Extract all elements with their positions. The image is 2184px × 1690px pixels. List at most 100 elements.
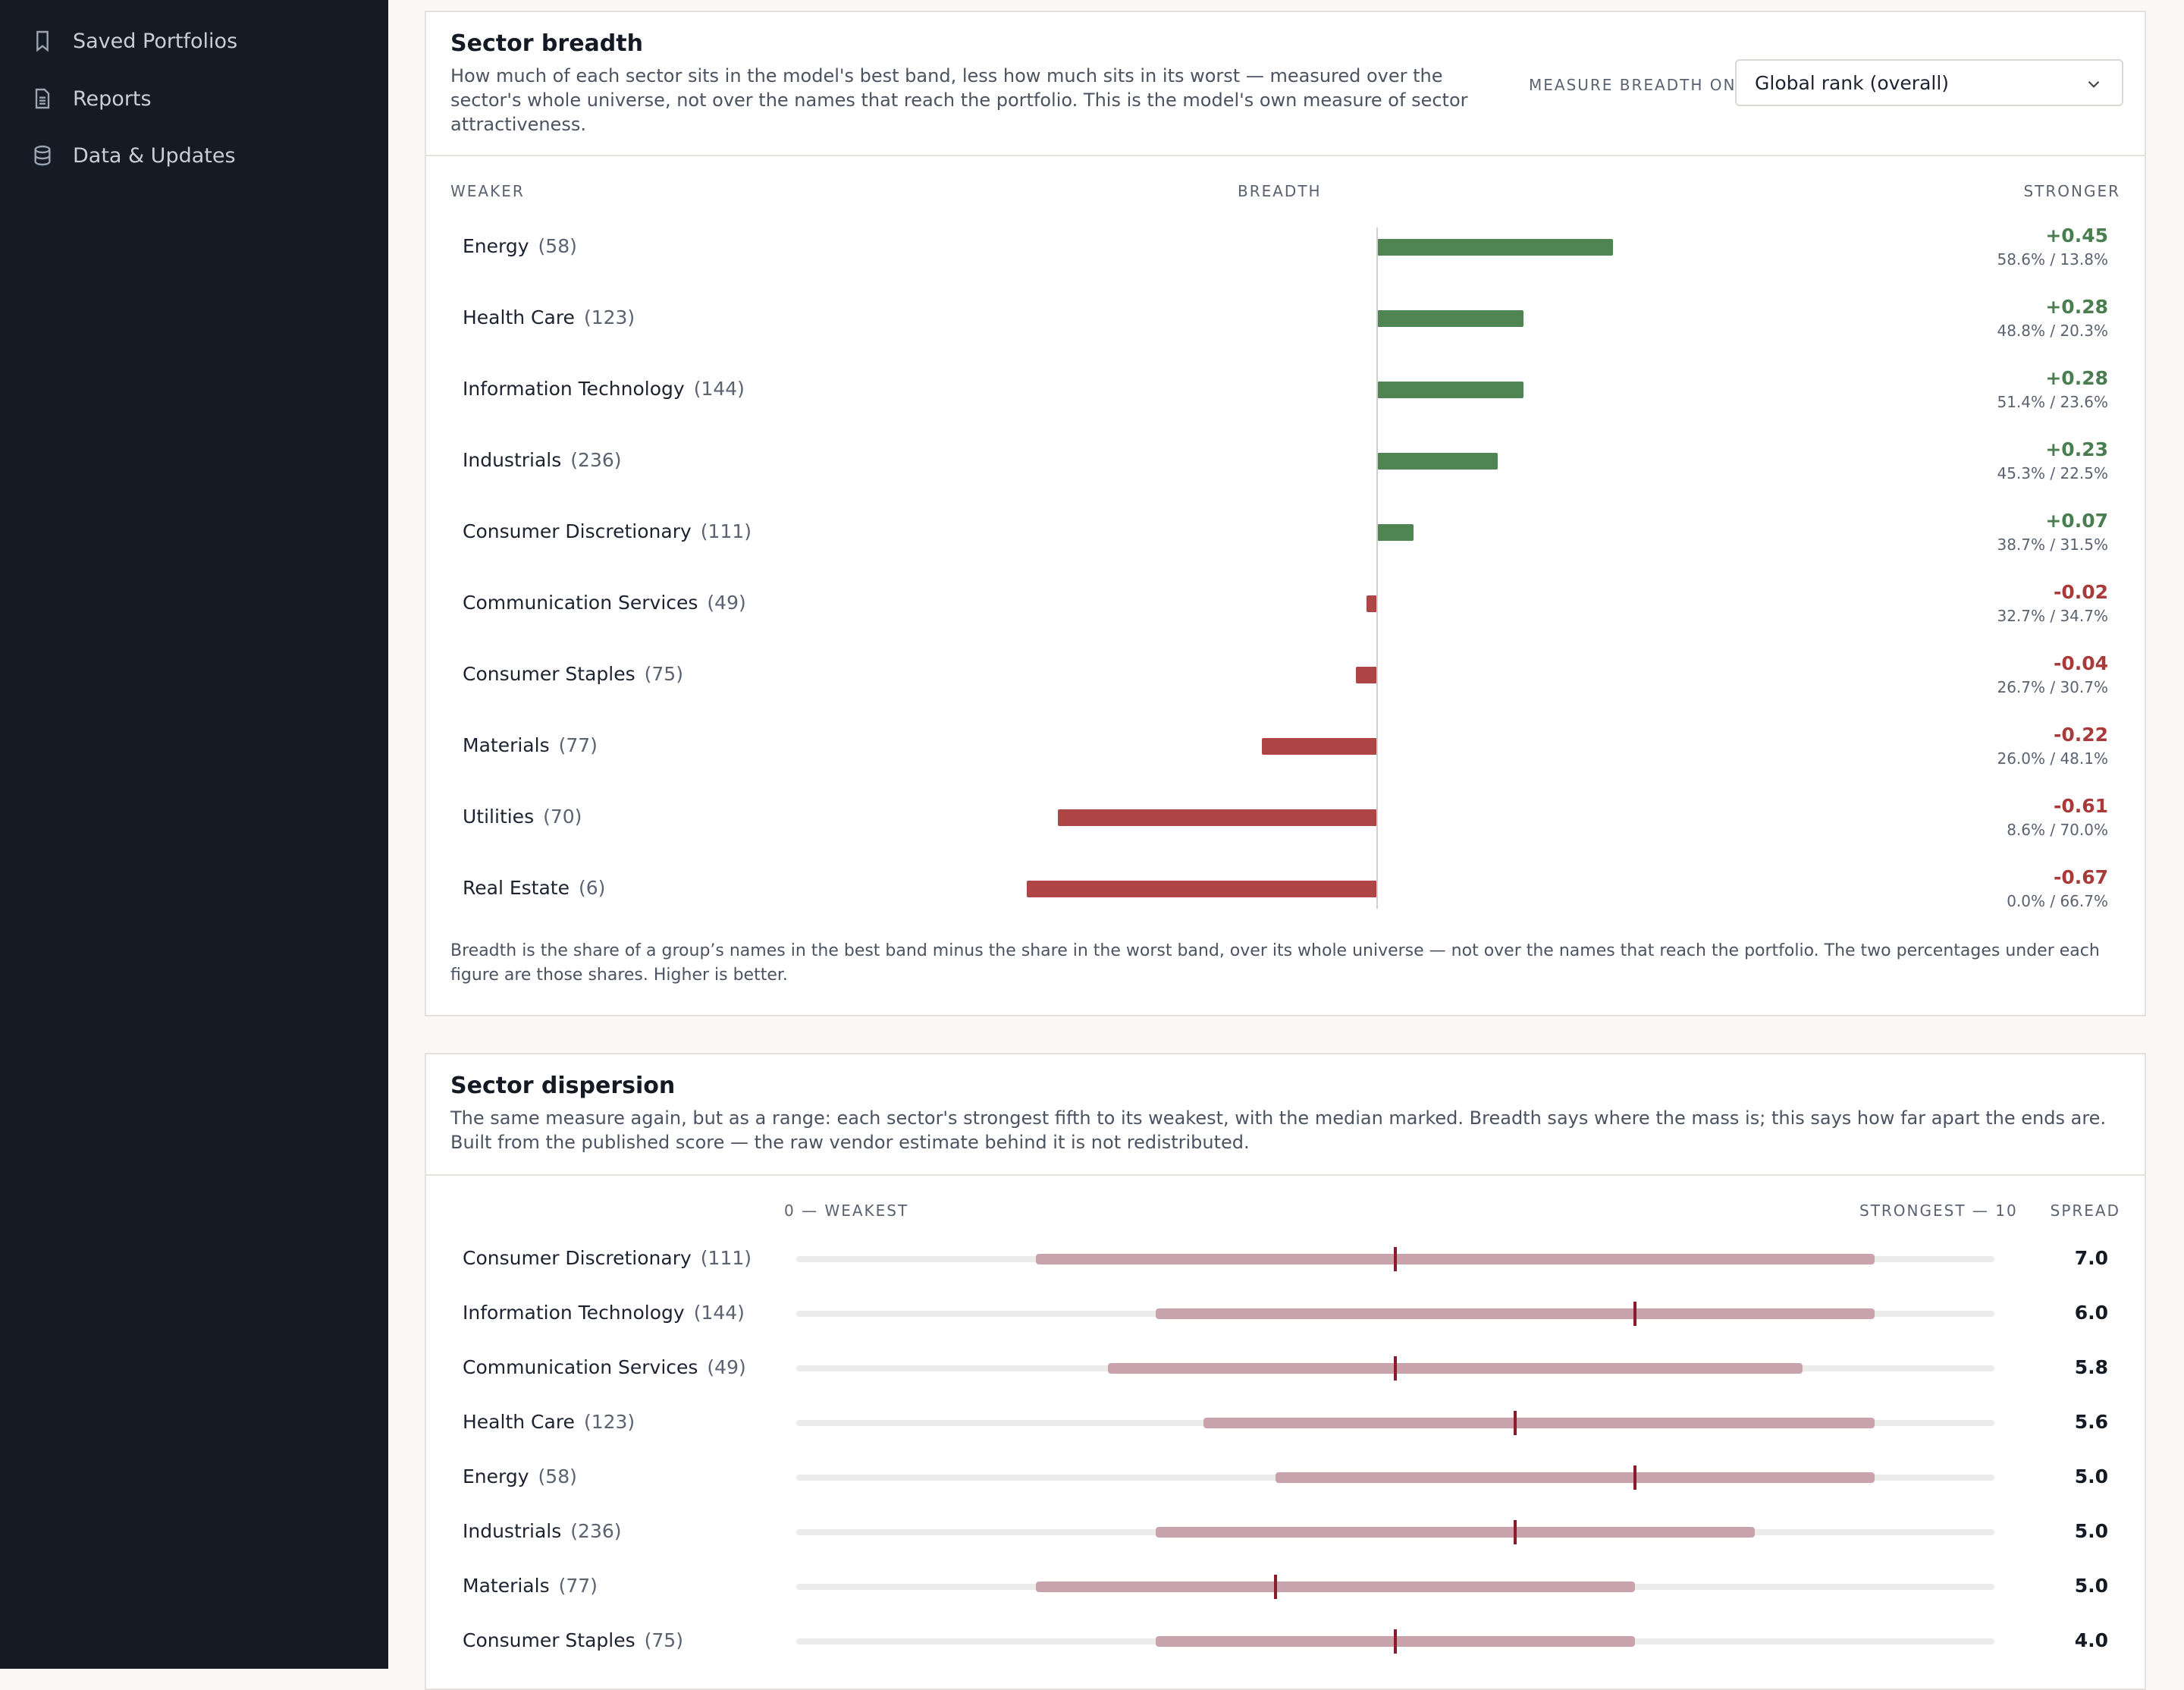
breadth-shares: 51.4% / 23.6% [1997, 393, 2108, 411]
breadth-bar [1026, 881, 1377, 897]
sector-label: Energy (58) [463, 235, 577, 257]
sector-count: (75) [644, 1629, 683, 1651]
sector-label: Communication Services (49) [463, 1356, 746, 1378]
sidebar-item-label: Reports [73, 86, 152, 111]
spread-value: 5.6 [2074, 1411, 2108, 1433]
breadth-footnote: Breadth is the share of a group’s names … [450, 941, 2100, 985]
sector-name: Communication Services [463, 592, 698, 614]
median-marker [1514, 1411, 1517, 1435]
median-marker [1394, 1356, 1397, 1381]
breadth-bar [1058, 809, 1377, 826]
range-bar [1156, 1308, 1875, 1319]
range-bar [1036, 1582, 1635, 1592]
sector-label: Real Estate (6) [463, 877, 605, 899]
median-marker [1394, 1629, 1397, 1654]
sector-label: Industrials (236) [463, 1520, 622, 1542]
sector-name: Utilities [463, 806, 535, 828]
spread-value: 5.8 [2074, 1356, 2108, 1378]
sector-name: Consumer Staples [463, 663, 635, 685]
breadth-shares: 38.7% / 31.5% [1997, 536, 2108, 554]
breadth-bar [1377, 310, 1524, 327]
chevron-down-icon [2088, 80, 2100, 88]
col-weaker: WEAKER [450, 182, 525, 200]
breadth-shares: 26.7% / 30.7% [1997, 678, 2108, 696]
sector-count: (111) [700, 1247, 752, 1269]
col-weakest: 0 — WEAKEST [784, 1202, 909, 1220]
panel-title: Sector breadth [450, 30, 643, 57]
sector-name: Real Estate [463, 877, 570, 899]
sector-label: Information Technology (144) [463, 378, 745, 400]
sidebar-item-reports[interactable]: Reports [30, 76, 364, 121]
breadth-value: +0.07 [2045, 510, 2108, 532]
measure-select-value: Global rank (overall) [1755, 71, 1950, 94]
measure-select[interactable]: Global rank (overall) [1735, 59, 2123, 106]
divider [426, 1174, 2145, 1176]
sector-label: Health Care (123) [463, 1411, 635, 1433]
sector-name: Information Technology [463, 1302, 685, 1324]
sector-count: (144) [693, 378, 745, 400]
range-bar [1036, 1254, 1875, 1264]
sector-dispersion-panel: Sector dispersion The same measure again… [425, 1053, 2146, 1690]
sector-name: Industrials [463, 449, 562, 471]
range-bar [1203, 1418, 1875, 1428]
sidebar-item-data-updates[interactable]: Data & Updates [30, 133, 364, 178]
sector-count: (144) [693, 1302, 745, 1324]
sector-count: (77) [558, 734, 598, 756]
sector-label: Energy (58) [463, 1465, 577, 1487]
breadth-value: -0.02 [2053, 581, 2108, 603]
median-marker [1394, 1247, 1397, 1271]
sector-label: Materials (77) [463, 1575, 598, 1597]
breadth-bar [1377, 453, 1498, 470]
col-strongest: STRONGEST — 10 [1859, 1202, 2018, 1220]
bookmark-icon [36, 30, 49, 52]
breadth-value: +0.28 [2045, 367, 2108, 389]
breadth-bar [1356, 667, 1377, 683]
median-marker [1274, 1575, 1277, 1599]
breadth-value: -0.22 [2053, 724, 2108, 746]
divider [426, 155, 2145, 156]
spread-value: 6.0 [2074, 1302, 2108, 1324]
panel-description: How much of each sector sits in the mode… [450, 65, 1468, 135]
median-marker [1633, 1465, 1636, 1490]
sector-label: Information Technology (144) [463, 1302, 745, 1324]
panel-title: Sector dispersion [450, 1073, 676, 1099]
sector-label: Utilities (70) [463, 806, 582, 828]
sector-name: Energy [463, 1465, 529, 1487]
sector-count: (123) [583, 306, 635, 328]
breadth-bar [1377, 524, 1414, 541]
sector-name: Communication Services [463, 1356, 698, 1378]
sector-label: Health Care (123) [463, 306, 635, 328]
sector-name: Health Care [463, 306, 575, 328]
sector-count: (75) [644, 663, 683, 685]
range-bar [1276, 1472, 1875, 1483]
sector-name: Consumer Discretionary [463, 520, 692, 542]
breadth-shares: 32.7% / 34.7% [1997, 607, 2108, 625]
sector-count: (49) [707, 1356, 746, 1378]
sidebar-item-label: Data & Updates [73, 143, 236, 168]
sector-count: (123) [583, 1411, 635, 1433]
sector-count: (111) [700, 520, 752, 542]
sector-name: Industrials [463, 1520, 562, 1542]
sidebar: Saved Portfolios Reports Data & Updates [0, 0, 388, 1669]
spread-value: 5.0 [2074, 1520, 2108, 1542]
document-icon [35, 88, 50, 109]
spread-value: 4.0 [2074, 1629, 2108, 1651]
sector-count: (236) [570, 449, 622, 471]
range-bar [1107, 1363, 1803, 1374]
breadth-value: +0.45 [2045, 225, 2108, 247]
sector-label: Consumer Staples (75) [463, 1629, 683, 1651]
sidebar-item-label: Saved Portfolios [73, 29, 238, 53]
median-marker [1514, 1520, 1517, 1544]
col-spread: SPREAD [2050, 1202, 2120, 1220]
sector-name: Consumer Discretionary [463, 1247, 692, 1269]
sidebar-item-saved-portfolios[interactable]: Saved Portfolios [30, 18, 364, 64]
breadth-shares: 48.8% / 20.3% [1997, 322, 2108, 340]
breadth-value: -0.61 [2053, 795, 2108, 817]
range-bar [1156, 1527, 1755, 1538]
sector-count: (49) [707, 592, 746, 614]
sector-count: (77) [558, 1575, 598, 1597]
spread-value: 5.0 [2074, 1465, 2108, 1487]
sector-name: Energy [463, 235, 529, 257]
breadth-shares: 26.0% / 48.1% [1997, 749, 2108, 768]
sector-count: (58) [538, 235, 577, 257]
